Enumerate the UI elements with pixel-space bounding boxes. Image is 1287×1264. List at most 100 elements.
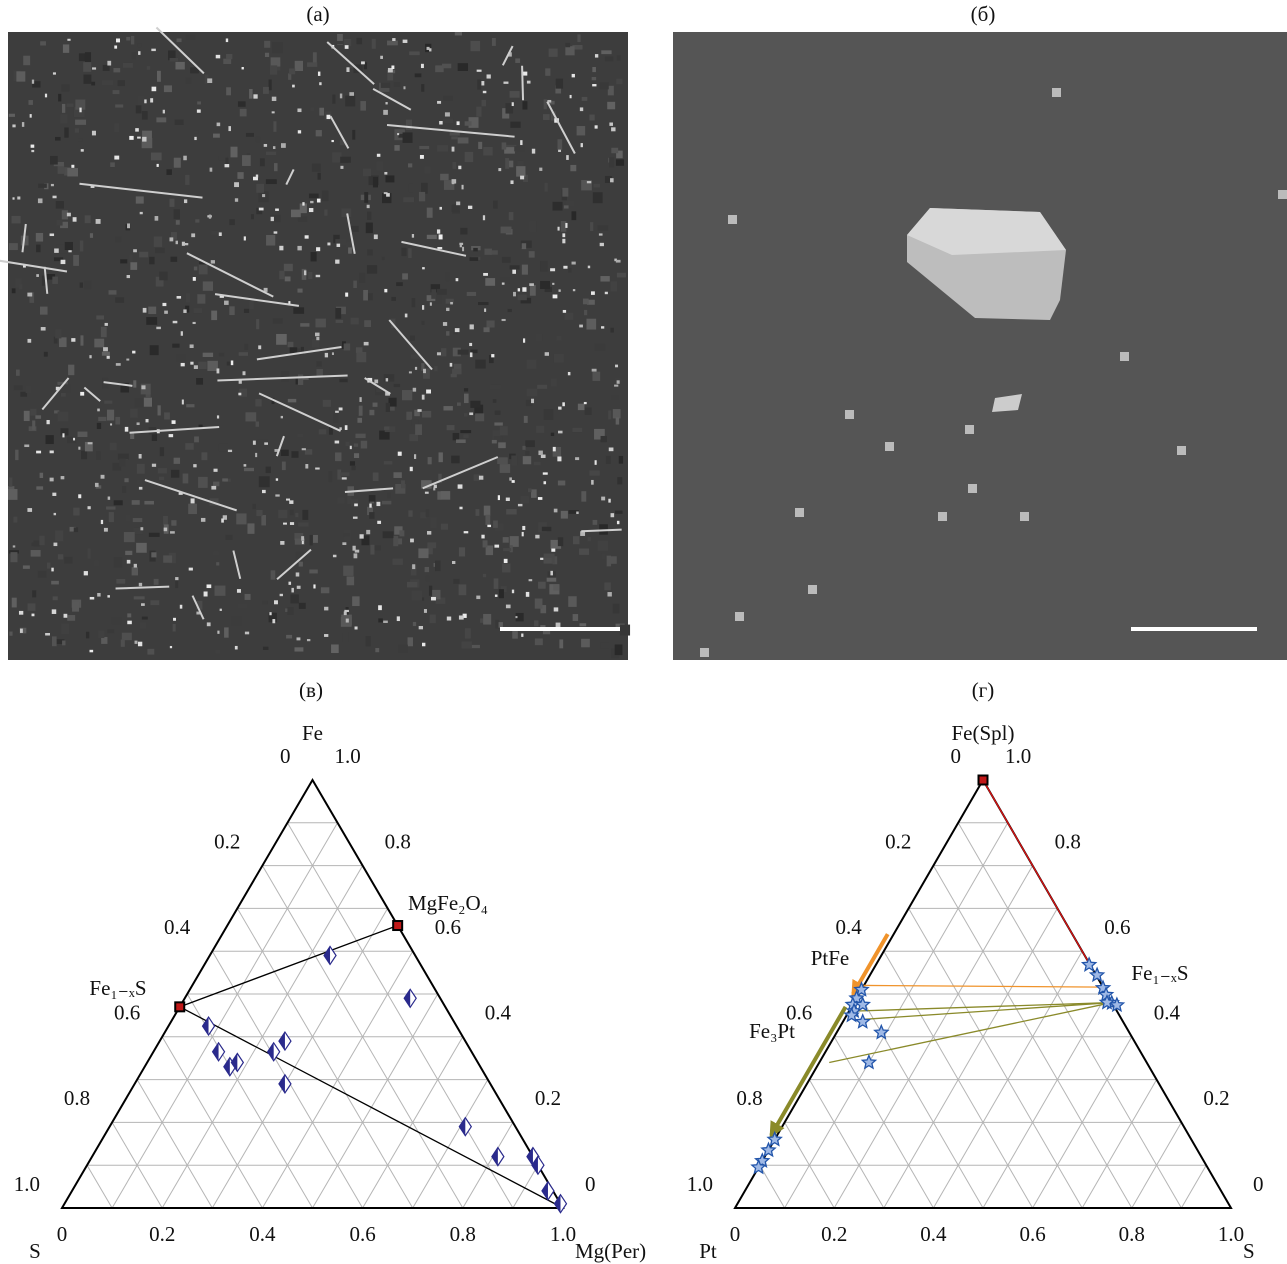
grain xyxy=(28,603,36,610)
grain xyxy=(520,496,528,504)
crystal xyxy=(193,464,196,467)
crystal xyxy=(209,215,211,219)
crystal xyxy=(313,584,315,588)
data-point xyxy=(762,1143,775,1156)
grain xyxy=(581,639,590,648)
grain xyxy=(201,452,207,460)
crystal xyxy=(450,363,453,367)
grain xyxy=(458,137,469,143)
grain xyxy=(398,645,408,653)
crystal xyxy=(126,359,129,361)
left-tick-label: 1.0 xyxy=(14,1172,40,1196)
grain xyxy=(364,192,368,203)
grain xyxy=(276,334,287,345)
grain xyxy=(36,486,43,489)
grain xyxy=(63,44,69,52)
crystal xyxy=(427,531,431,535)
grain xyxy=(470,41,480,51)
crystal xyxy=(253,94,257,98)
corner-label: Pt xyxy=(699,1239,717,1263)
crystal xyxy=(292,85,295,88)
grain xyxy=(333,413,338,423)
crystal xyxy=(32,614,35,617)
grain xyxy=(551,433,554,436)
grain xyxy=(543,114,550,120)
crystal xyxy=(392,38,395,41)
right-tick-label: 0.8 xyxy=(385,829,411,853)
grain xyxy=(295,513,298,517)
grain xyxy=(288,342,294,348)
particle xyxy=(735,612,744,621)
grain xyxy=(98,631,104,638)
crystal xyxy=(423,369,426,373)
grain xyxy=(135,398,143,407)
grain xyxy=(572,428,582,432)
particle xyxy=(965,425,974,434)
grain xyxy=(609,157,614,167)
crystal xyxy=(483,91,487,93)
crystal xyxy=(137,422,140,425)
grain xyxy=(125,551,132,555)
right-tick-label: 1.0 xyxy=(335,744,361,768)
crystal xyxy=(419,626,423,629)
grain xyxy=(538,582,546,589)
grain xyxy=(544,99,547,109)
grain xyxy=(396,282,403,286)
grain xyxy=(256,184,264,193)
crystal xyxy=(71,338,75,342)
grain xyxy=(415,424,422,435)
grain xyxy=(535,334,542,342)
crystal xyxy=(170,646,172,648)
grain xyxy=(447,425,455,430)
crystal xyxy=(464,531,469,533)
crystal xyxy=(220,609,222,611)
grain xyxy=(346,442,350,446)
crystal xyxy=(447,617,451,621)
grain xyxy=(198,477,208,488)
grain xyxy=(510,122,520,128)
grain xyxy=(298,522,308,526)
crystal xyxy=(184,199,187,203)
grain xyxy=(123,63,133,68)
crystal xyxy=(286,499,290,501)
crystal xyxy=(325,353,328,357)
grain xyxy=(601,50,611,54)
particle xyxy=(808,585,817,594)
grain xyxy=(366,223,373,234)
grain xyxy=(226,535,233,540)
crystal xyxy=(521,634,523,637)
crystal xyxy=(142,137,146,142)
corner-label: Fe(Spl) xyxy=(952,721,1015,745)
grid-line xyxy=(1082,1080,1156,1208)
crystal xyxy=(327,115,331,119)
crystal xyxy=(107,356,110,359)
crystal xyxy=(89,355,91,358)
grain xyxy=(147,649,154,655)
grain xyxy=(337,498,344,504)
crystal xyxy=(318,72,320,76)
crystal xyxy=(345,45,349,49)
crystal xyxy=(224,301,229,305)
grain xyxy=(617,273,626,278)
bottom-tick-label: 0.6 xyxy=(1019,1222,1045,1246)
crystal xyxy=(150,98,153,102)
grain xyxy=(465,152,474,162)
grain xyxy=(332,95,335,104)
crystal xyxy=(566,155,569,160)
grain xyxy=(171,520,176,526)
grain xyxy=(266,235,275,246)
crystal xyxy=(563,310,566,313)
grain xyxy=(437,289,447,295)
grain xyxy=(30,409,36,416)
crystal xyxy=(481,81,484,85)
crystal xyxy=(262,194,265,197)
crystal xyxy=(54,248,59,252)
crystal xyxy=(558,227,560,231)
crystal xyxy=(532,149,535,154)
crystal xyxy=(378,605,382,610)
grain xyxy=(115,104,123,107)
crystal xyxy=(73,438,75,441)
crystal xyxy=(253,441,256,445)
grain xyxy=(431,289,436,299)
grain xyxy=(387,41,398,46)
